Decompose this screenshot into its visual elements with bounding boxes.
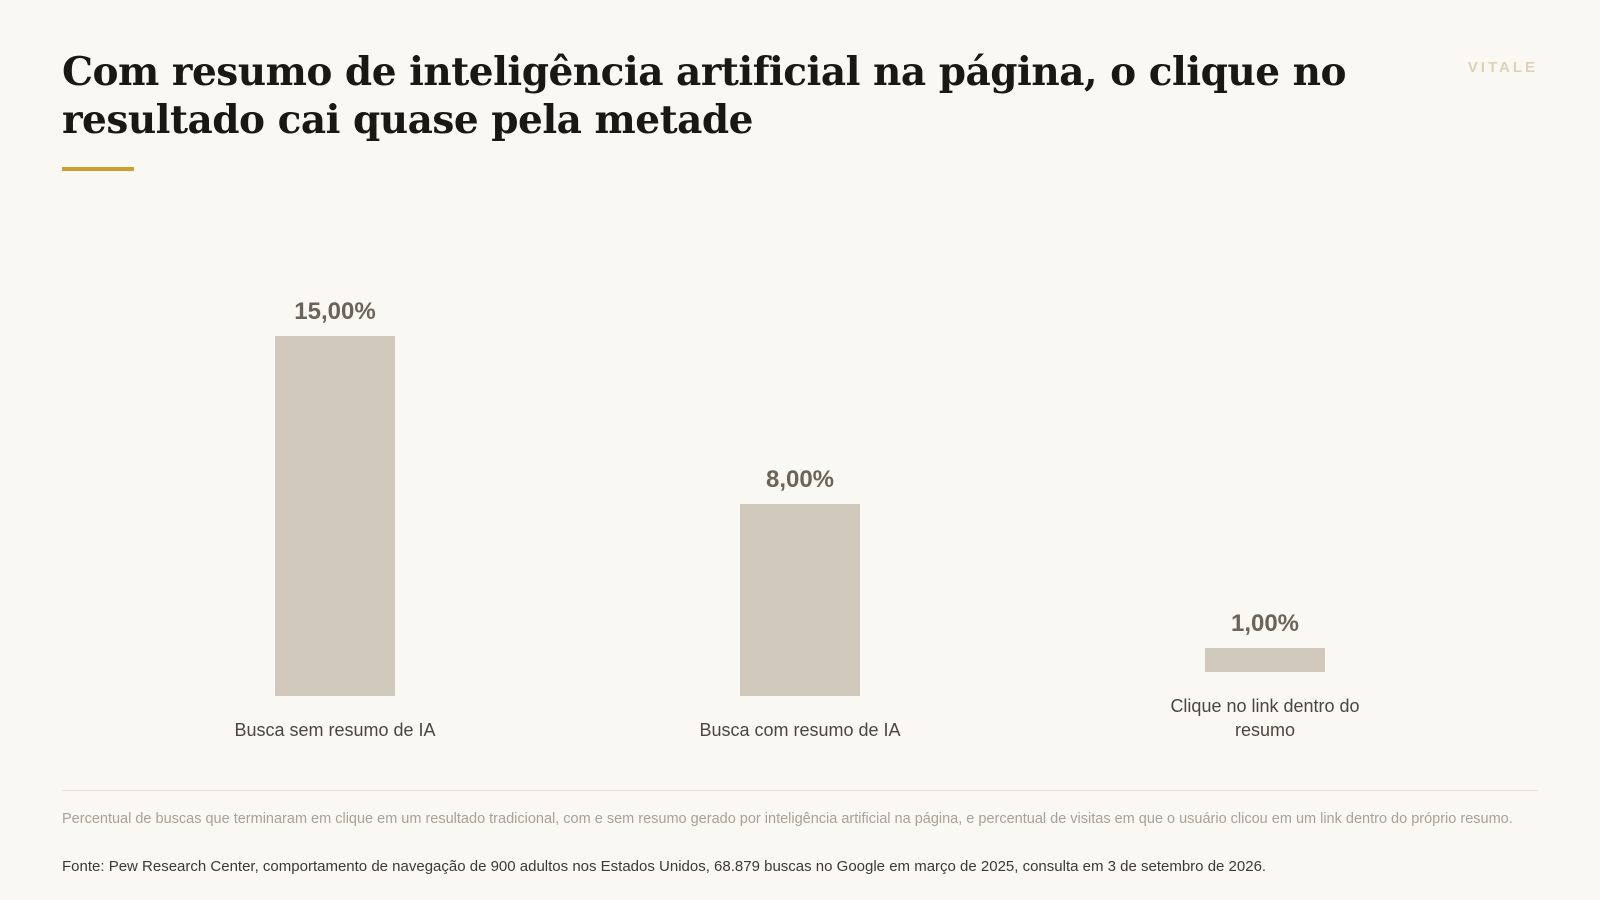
bar-chart: 15,00% Busca sem resumo de IA 8,00% Busca c… [234, 298, 1359, 740]
chart-source: Fonte: Pew Research Center, comportament… [62, 858, 1267, 875]
value-label-1: 15,00% [294, 298, 375, 325]
brand-logo: VITALE [1467, 59, 1538, 76]
category-label-2: Busca com resumo de IA [699, 720, 900, 740]
category-label-3: Clique no link dentro do resumo [1170, 696, 1359, 740]
category-label-1: Busca sem resumo de IA [234, 720, 435, 740]
value-label-3: 1,00% [1231, 610, 1299, 637]
chart-note: Percentual de buscas que terminaram em c… [62, 811, 1513, 827]
footer-divider [62, 790, 1538, 791]
bar-3 [1205, 648, 1325, 672]
title-accent-rule [62, 167, 134, 171]
chart-title: Com resumo de inteligência artificial na… [62, 49, 1346, 143]
value-label-2: 8,00% [766, 466, 834, 493]
bar-2 [740, 504, 860, 696]
bar-1 [275, 336, 395, 696]
